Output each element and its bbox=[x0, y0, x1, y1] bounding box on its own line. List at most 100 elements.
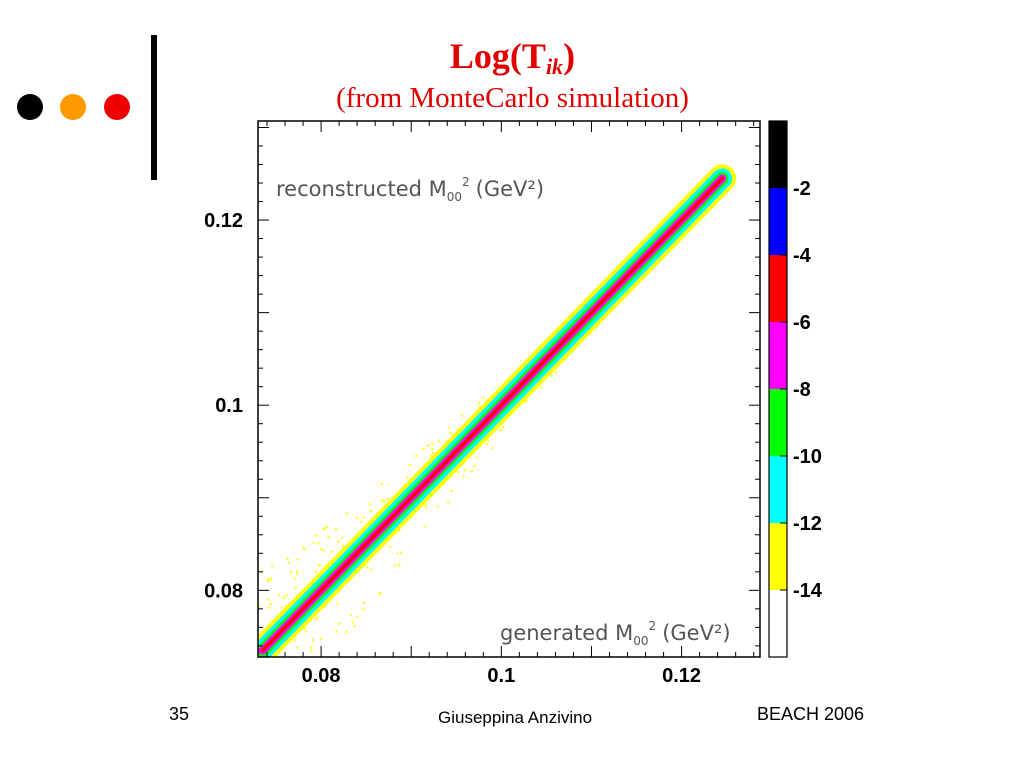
noise-point bbox=[437, 440, 440, 443]
noise-point bbox=[303, 548, 306, 551]
y-tick-label: 0.08 bbox=[204, 580, 243, 602]
noise-point bbox=[398, 529, 401, 532]
noise-point bbox=[310, 649, 313, 652]
colorbar-band bbox=[769, 121, 787, 188]
noise-point bbox=[336, 602, 339, 605]
noise-point bbox=[368, 503, 371, 506]
noise-point bbox=[320, 637, 322, 640]
x-axis-ticks: 0.08 0.1 0.12 bbox=[266, 121, 755, 687]
noise-point bbox=[324, 527, 326, 530]
noise-point bbox=[239, 619, 241, 621]
colorbar-tick-label: -14 bbox=[793, 580, 823, 602]
slide-subtitle: (from MonteCarlo simulation) bbox=[336, 82, 689, 114]
noise-point bbox=[398, 564, 401, 567]
noise-point bbox=[353, 625, 356, 627]
x-tick-label: 0.08 bbox=[302, 665, 341, 687]
noise-point bbox=[369, 568, 372, 571]
noise-point bbox=[425, 506, 428, 509]
noise-point bbox=[431, 448, 434, 451]
noise-point bbox=[315, 534, 318, 537]
noise-point bbox=[523, 401, 526, 404]
noise-point bbox=[320, 548, 322, 551]
noise-point bbox=[304, 630, 307, 633]
noise-point bbox=[310, 646, 313, 649]
x-tick-label: 0.1 bbox=[487, 665, 515, 687]
noise-point bbox=[296, 646, 299, 649]
colorbar-tick-label: -10 bbox=[793, 446, 822, 468]
noise-point bbox=[326, 526, 329, 528]
noise-point bbox=[460, 414, 463, 417]
noise-point bbox=[360, 520, 363, 523]
x-quantity-label: generated M002 (GeV²) bbox=[500, 619, 731, 648]
noise-point bbox=[370, 510, 373, 512]
noise-point bbox=[471, 470, 473, 473]
colorbar-band bbox=[769, 590, 787, 657]
noise-point bbox=[450, 489, 453, 492]
colorbar-tick-label: -8 bbox=[793, 379, 811, 401]
noise-point bbox=[269, 603, 272, 606]
noise-point bbox=[289, 571, 292, 574]
noise-point bbox=[341, 536, 344, 539]
noise-point bbox=[415, 455, 418, 457]
noise-point bbox=[268, 577, 271, 580]
noise-point bbox=[554, 371, 557, 374]
noise-point bbox=[246, 600, 248, 602]
noise-point bbox=[239, 620, 241, 622]
noise-point bbox=[317, 542, 320, 545]
noise-point bbox=[312, 639, 314, 642]
noise-point bbox=[482, 396, 484, 399]
noise-point bbox=[245, 628, 247, 630]
colorbar-band bbox=[769, 389, 787, 456]
noise-point bbox=[499, 429, 502, 431]
noise-point bbox=[322, 549, 325, 552]
noise-point bbox=[281, 606, 284, 609]
noise-point bbox=[457, 471, 460, 474]
noise-point bbox=[345, 630, 348, 633]
noise-point bbox=[473, 464, 476, 467]
noise-point bbox=[337, 540, 340, 543]
y-tick-label: 0.12 bbox=[204, 210, 243, 232]
noise-point bbox=[294, 586, 297, 589]
noise-point bbox=[261, 570, 264, 573]
plot-frame bbox=[257, 120, 761, 658]
colorbar-tick-label: -2 bbox=[793, 178, 811, 200]
noise-point bbox=[450, 432, 452, 435]
noise-point bbox=[286, 557, 289, 560]
y-quantity-label: reconstructed M002 (GeV²) bbox=[276, 175, 544, 204]
noise-point bbox=[363, 601, 365, 604]
noise-point bbox=[478, 405, 481, 408]
noise-point bbox=[464, 469, 467, 472]
noise-point bbox=[312, 541, 315, 544]
slide-title: Log(Tik) bbox=[300, 34, 725, 89]
noise-point bbox=[475, 456, 478, 459]
noise-point bbox=[296, 573, 299, 575]
noise-point bbox=[221, 603, 223, 605]
noise-point bbox=[432, 452, 435, 454]
noise-point bbox=[278, 594, 280, 597]
noise-point bbox=[266, 580, 269, 583]
noise-point bbox=[525, 400, 528, 403]
noise-point bbox=[447, 501, 450, 504]
noise-point bbox=[378, 593, 381, 596]
colorbar-tick-label: -12 bbox=[793, 513, 822, 535]
noise-point bbox=[424, 503, 427, 506]
noise-point bbox=[293, 577, 296, 580]
noise-point bbox=[267, 598, 270, 601]
noise-point bbox=[379, 591, 382, 594]
noise-point bbox=[485, 442, 488, 445]
y-tick-label: 0.1 bbox=[215, 395, 243, 417]
colorbar-tick-label: -4 bbox=[793, 245, 812, 267]
noise-point bbox=[267, 578, 270, 581]
noise-point bbox=[540, 386, 543, 389]
noise-point bbox=[422, 447, 425, 450]
noise-point bbox=[366, 566, 369, 568]
noise-point bbox=[267, 606, 270, 609]
noise-point bbox=[282, 596, 285, 599]
noise-point bbox=[396, 552, 399, 555]
noise-point bbox=[318, 564, 321, 567]
noise-point bbox=[243, 621, 245, 623]
noise-point bbox=[362, 516, 365, 519]
noise-point bbox=[491, 446, 494, 449]
noise-point bbox=[296, 558, 299, 561]
